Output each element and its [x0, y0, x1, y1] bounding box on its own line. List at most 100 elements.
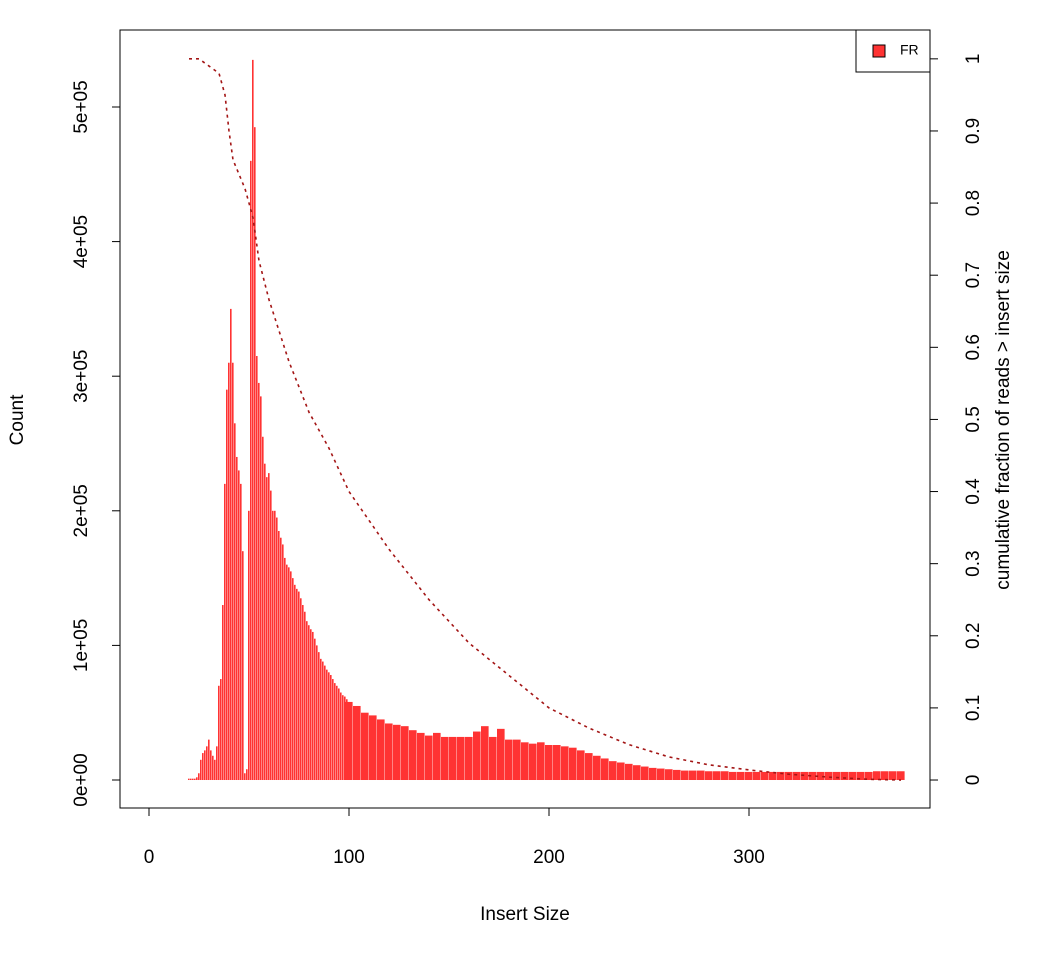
bar [705, 771, 713, 781]
bar [457, 736, 465, 781]
bar [264, 463, 266, 781]
bar [254, 127, 256, 781]
bar [296, 588, 298, 781]
y2-tick-label: 0.5 [963, 406, 984, 432]
bar [425, 735, 433, 781]
x-axis-label: Insert Size [480, 904, 570, 925]
bar [585, 753, 593, 781]
bar [769, 771, 777, 781]
bar [302, 605, 304, 781]
bar [208, 739, 210, 781]
bar [242, 551, 244, 781]
bar [729, 771, 737, 781]
bar [809, 771, 817, 781]
bar [865, 771, 873, 781]
bar [312, 631, 314, 781]
bar [274, 510, 276, 781]
x-tick-label: 200 [533, 847, 565, 868]
bar [326, 669, 328, 781]
bar [689, 770, 697, 781]
bar [793, 771, 801, 781]
bar [481, 726, 489, 781]
bar [633, 765, 641, 781]
bar [228, 362, 230, 781]
bar [260, 396, 262, 781]
bar [250, 160, 252, 781]
bar [194, 778, 196, 781]
bar [393, 724, 401, 781]
bar [513, 739, 521, 781]
bar [224, 483, 226, 781]
bar [196, 777, 198, 781]
bar [737, 771, 745, 781]
bar [801, 771, 809, 781]
bar [206, 746, 208, 781]
bar [745, 771, 753, 781]
y2-tick-label: 0 [963, 775, 984, 786]
bar [210, 750, 212, 781]
y-tick-label: 0e+00 [71, 753, 92, 806]
bar [673, 769, 681, 781]
bar [465, 736, 473, 781]
bar [230, 308, 232, 781]
bar [320, 658, 322, 781]
bar [353, 705, 361, 781]
y2-tick-label: 0.7 [963, 262, 984, 288]
bar [377, 719, 385, 781]
bar [218, 685, 220, 781]
y2-tick-label: 0.3 [963, 550, 984, 576]
bar [345, 701, 353, 781]
bar [817, 771, 825, 781]
bar [433, 732, 441, 781]
bar [292, 578, 294, 781]
bar [252, 59, 254, 781]
bar [232, 362, 234, 781]
bar [537, 742, 545, 781]
bar [216, 746, 218, 781]
bar [306, 621, 308, 781]
bar [222, 605, 224, 781]
bar [192, 778, 194, 781]
bar [262, 436, 264, 781]
bar [202, 753, 204, 781]
bar [841, 771, 849, 781]
bar [308, 625, 310, 781]
bar [409, 730, 417, 781]
bar [857, 771, 865, 781]
bar [489, 736, 497, 781]
bar [649, 767, 657, 781]
x-tick-label: 0 [144, 847, 155, 868]
bar [449, 736, 457, 781]
bar [266, 477, 268, 781]
bar [641, 766, 649, 781]
bar [553, 745, 561, 781]
bar [330, 675, 332, 781]
bar [214, 759, 216, 781]
bar [385, 723, 393, 781]
y-tick-label: 3e+05 [71, 350, 92, 403]
bar [889, 771, 897, 781]
bar [713, 771, 721, 781]
bar [226, 389, 228, 781]
bar [361, 712, 369, 781]
y2-tick-label: 1 [963, 54, 984, 65]
y-tick-label: 2e+05 [71, 484, 92, 537]
bar [256, 356, 258, 781]
bar [316, 645, 318, 781]
bar [268, 473, 270, 781]
y2-tick-label: 0.8 [963, 190, 984, 216]
y2-tick-label: 0.6 [963, 334, 984, 360]
y2-tick-label: 0.1 [963, 695, 984, 721]
bar [200, 759, 202, 781]
bar [401, 726, 409, 781]
bar [332, 679, 334, 781]
bar [234, 423, 236, 781]
bar [310, 629, 312, 781]
bar [617, 762, 625, 781]
bar [697, 770, 705, 781]
bar [441, 736, 449, 781]
bar [505, 739, 513, 781]
bar [314, 638, 316, 781]
bar [190, 778, 192, 781]
